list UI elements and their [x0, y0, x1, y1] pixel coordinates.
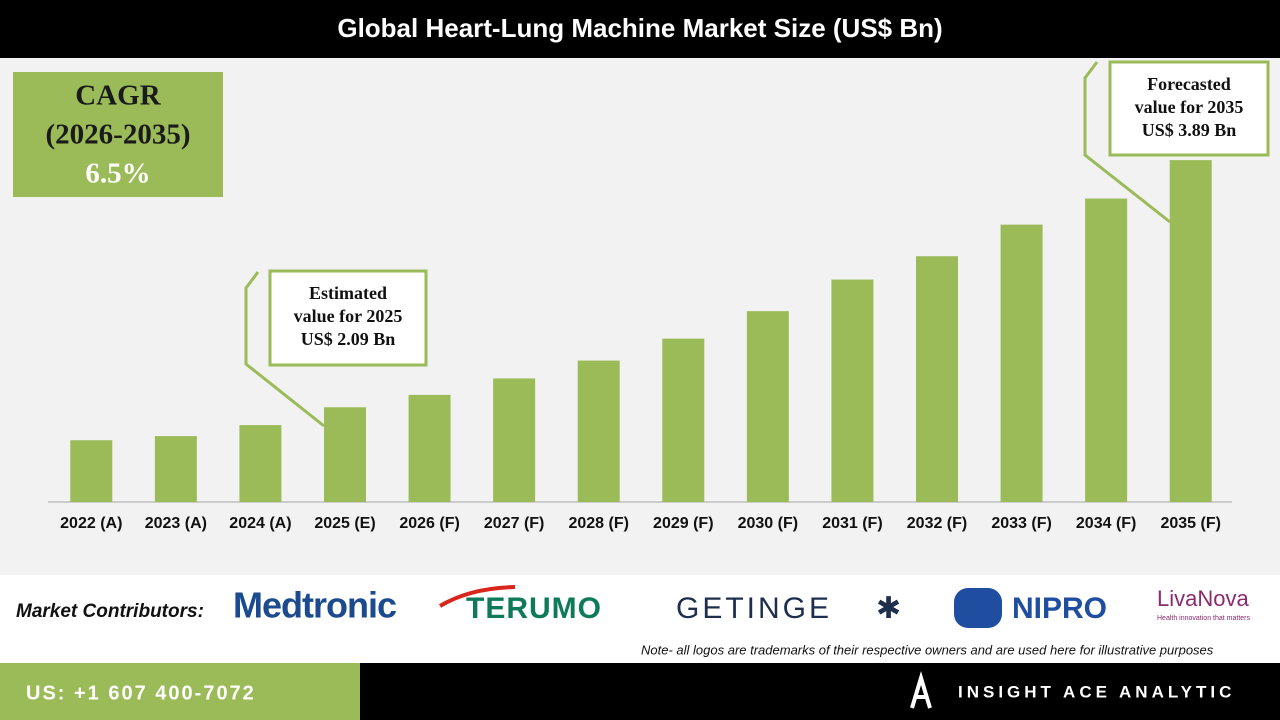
bar	[1000, 224, 1043, 502]
logo: Medtronic	[233, 585, 396, 626]
callout-box	[268, 269, 428, 367]
x-tick-label: 2022 (A)	[60, 515, 122, 532]
brand-mark	[910, 671, 932, 709]
x-tick-label: 2023 (A)	[145, 515, 207, 532]
footer-left	[0, 663, 360, 720]
bar	[831, 279, 874, 502]
contributors-band	[0, 575, 1280, 663]
bar	[493, 378, 536, 502]
logo-tagline: Health innovation that matters	[1157, 615, 1250, 622]
logo: LivaNova	[1157, 586, 1249, 611]
callout-line	[244, 271, 325, 428]
x-tick-label: 2030 (F)	[738, 515, 798, 532]
x-tick-label: 2032 (F)	[907, 515, 967, 532]
cagr-label: CAGR	[75, 80, 161, 112]
x-tick-label: 2026 (F)	[399, 515, 459, 532]
callout-text: value for 2025	[294, 306, 403, 326]
bar	[916, 256, 958, 502]
x-tick-label: 2028 (F)	[568, 515, 628, 532]
title-bar	[0, 0, 1280, 58]
callout-text: US$ 3.89 Bn	[1142, 120, 1237, 140]
cagr-period: (2026-2035)	[46, 119, 191, 151]
x-tick-label: 2025 (E)	[314, 515, 375, 532]
cagr-value: 6.5%	[85, 158, 150, 190]
x-tick-label: 2031 (F)	[822, 515, 882, 532]
bar	[746, 311, 789, 502]
bar	[324, 407, 366, 502]
bar	[154, 436, 197, 502]
contributors-label: Market Contributors:	[16, 601, 204, 622]
callout-box	[1108, 60, 1270, 157]
callout-text: Forecasted	[1147, 74, 1231, 94]
x-tick-label: 2027 (F)	[484, 515, 544, 532]
callout-text: US$ 2.09 Bn	[301, 329, 396, 349]
logo: NIPRO	[1012, 592, 1107, 625]
x-tick-label: 2024 (A)	[229, 515, 291, 532]
bar	[239, 425, 282, 502]
cagr-box	[13, 72, 223, 197]
bar	[1169, 160, 1212, 502]
bar	[662, 338, 705, 502]
logo-mark	[954, 588, 1002, 628]
callout-text: Estimated	[309, 283, 387, 303]
phone: US: +1 607 400-7072	[26, 682, 256, 704]
x-tick-label: 2033 (F)	[991, 515, 1051, 532]
note: Note- all logos are trademarks of their …	[641, 642, 1214, 657]
footer-right	[360, 663, 1280, 720]
x-tick-label: 2034 (F)	[1076, 515, 1136, 532]
chart-title: Global Heart-Lung Machine Market Size (U…	[337, 13, 942, 43]
bar	[408, 394, 451, 502]
bar	[1085, 198, 1128, 503]
callout-line	[1083, 61, 1171, 224]
logo: TERUMO	[466, 592, 602, 625]
logo-swoosh	[438, 585, 516, 608]
x-tick-label: 2029 (F)	[653, 515, 713, 532]
bar	[70, 440, 113, 502]
logo-mark: ✱	[876, 592, 901, 625]
bar	[577, 360, 620, 502]
callout-text: value for 2035	[1135, 97, 1244, 117]
brand: INSIGHT ACE ANALYTIC	[958, 682, 1235, 701]
logo: GETINGE	[676, 592, 832, 625]
x-tick-label: 2035 (F)	[1160, 515, 1220, 532]
